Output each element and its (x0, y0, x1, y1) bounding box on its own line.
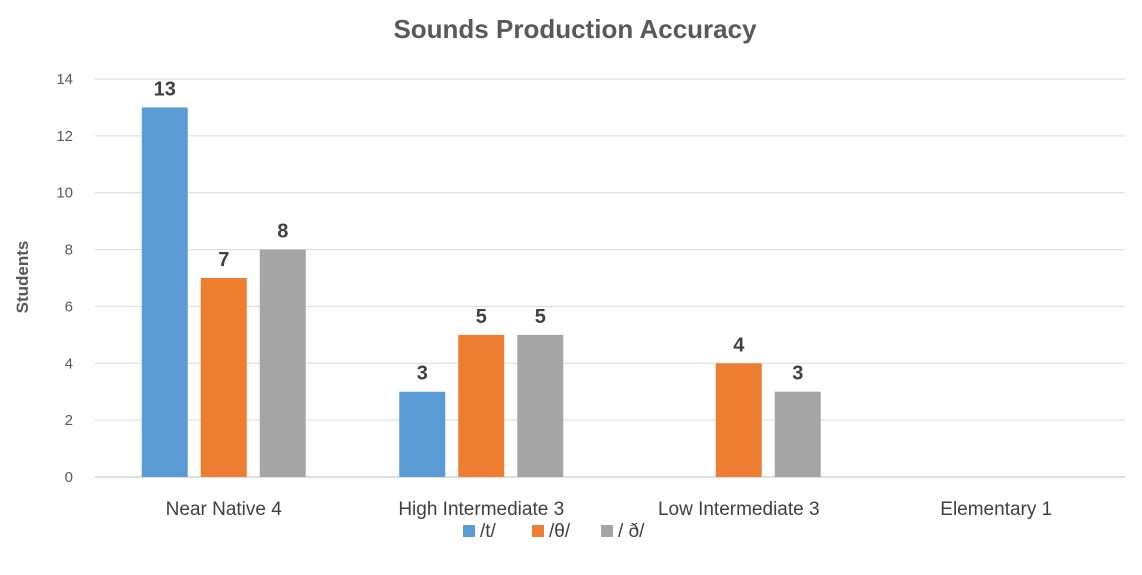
data-label: 8 (277, 221, 288, 243)
y-tick-label: 10 (56, 185, 73, 202)
bar (458, 334, 505, 477)
legend: /t/ /θ/ / ð/ (463, 521, 645, 542)
legend-label: / ð/ (618, 521, 645, 542)
chart-title: Sounds Production Accuracy (393, 14, 757, 44)
y-tick-label: 12 (56, 128, 73, 145)
y-tick-label: 6 (65, 298, 73, 315)
bar (259, 249, 306, 477)
data-label: 3 (792, 363, 803, 385)
x-category-label: Elementary 1 (940, 499, 1052, 520)
x-category-label: High Intermediate 3 (398, 499, 564, 520)
y-tick-label: 4 (65, 355, 73, 372)
y-tick-label: 2 (65, 412, 73, 429)
data-labels: 13 7 8 3 5 5 4 3 (154, 78, 804, 384)
gridlines (95, 78, 1125, 478)
x-axis-categories: Near Native 4 High Intermediate 3 Low Inte… (166, 499, 1053, 520)
data-label: 5 (476, 306, 487, 328)
data-label: 7 (218, 249, 229, 271)
data-label: 4 (733, 334, 745, 356)
x-category-label: Low Intermediate 3 (658, 499, 820, 520)
legend-swatch (532, 525, 544, 537)
legend-swatch (601, 525, 613, 537)
bars (141, 107, 821, 477)
y-tick-label: 8 (65, 242, 73, 259)
legend-label: /θ/ (549, 521, 571, 542)
data-label: 5 (535, 306, 546, 328)
y-tick-label: 0 (65, 469, 73, 486)
legend-label: /t/ (480, 521, 497, 542)
y-axis-ticks: 0 2 4 6 8 10 12 14 (56, 71, 73, 486)
bar (517, 334, 564, 477)
x-category-label: Near Native 4 (166, 499, 283, 520)
y-axis-label: Students (13, 241, 32, 314)
bar (715, 363, 762, 477)
y-tick-label: 14 (56, 71, 73, 88)
bar (774, 391, 821, 477)
bar (200, 278, 247, 477)
bar (399, 391, 446, 477)
bar (141, 107, 188, 477)
legend-swatch (463, 525, 475, 537)
data-label: 3 (417, 363, 428, 385)
data-label: 13 (154, 78, 176, 100)
